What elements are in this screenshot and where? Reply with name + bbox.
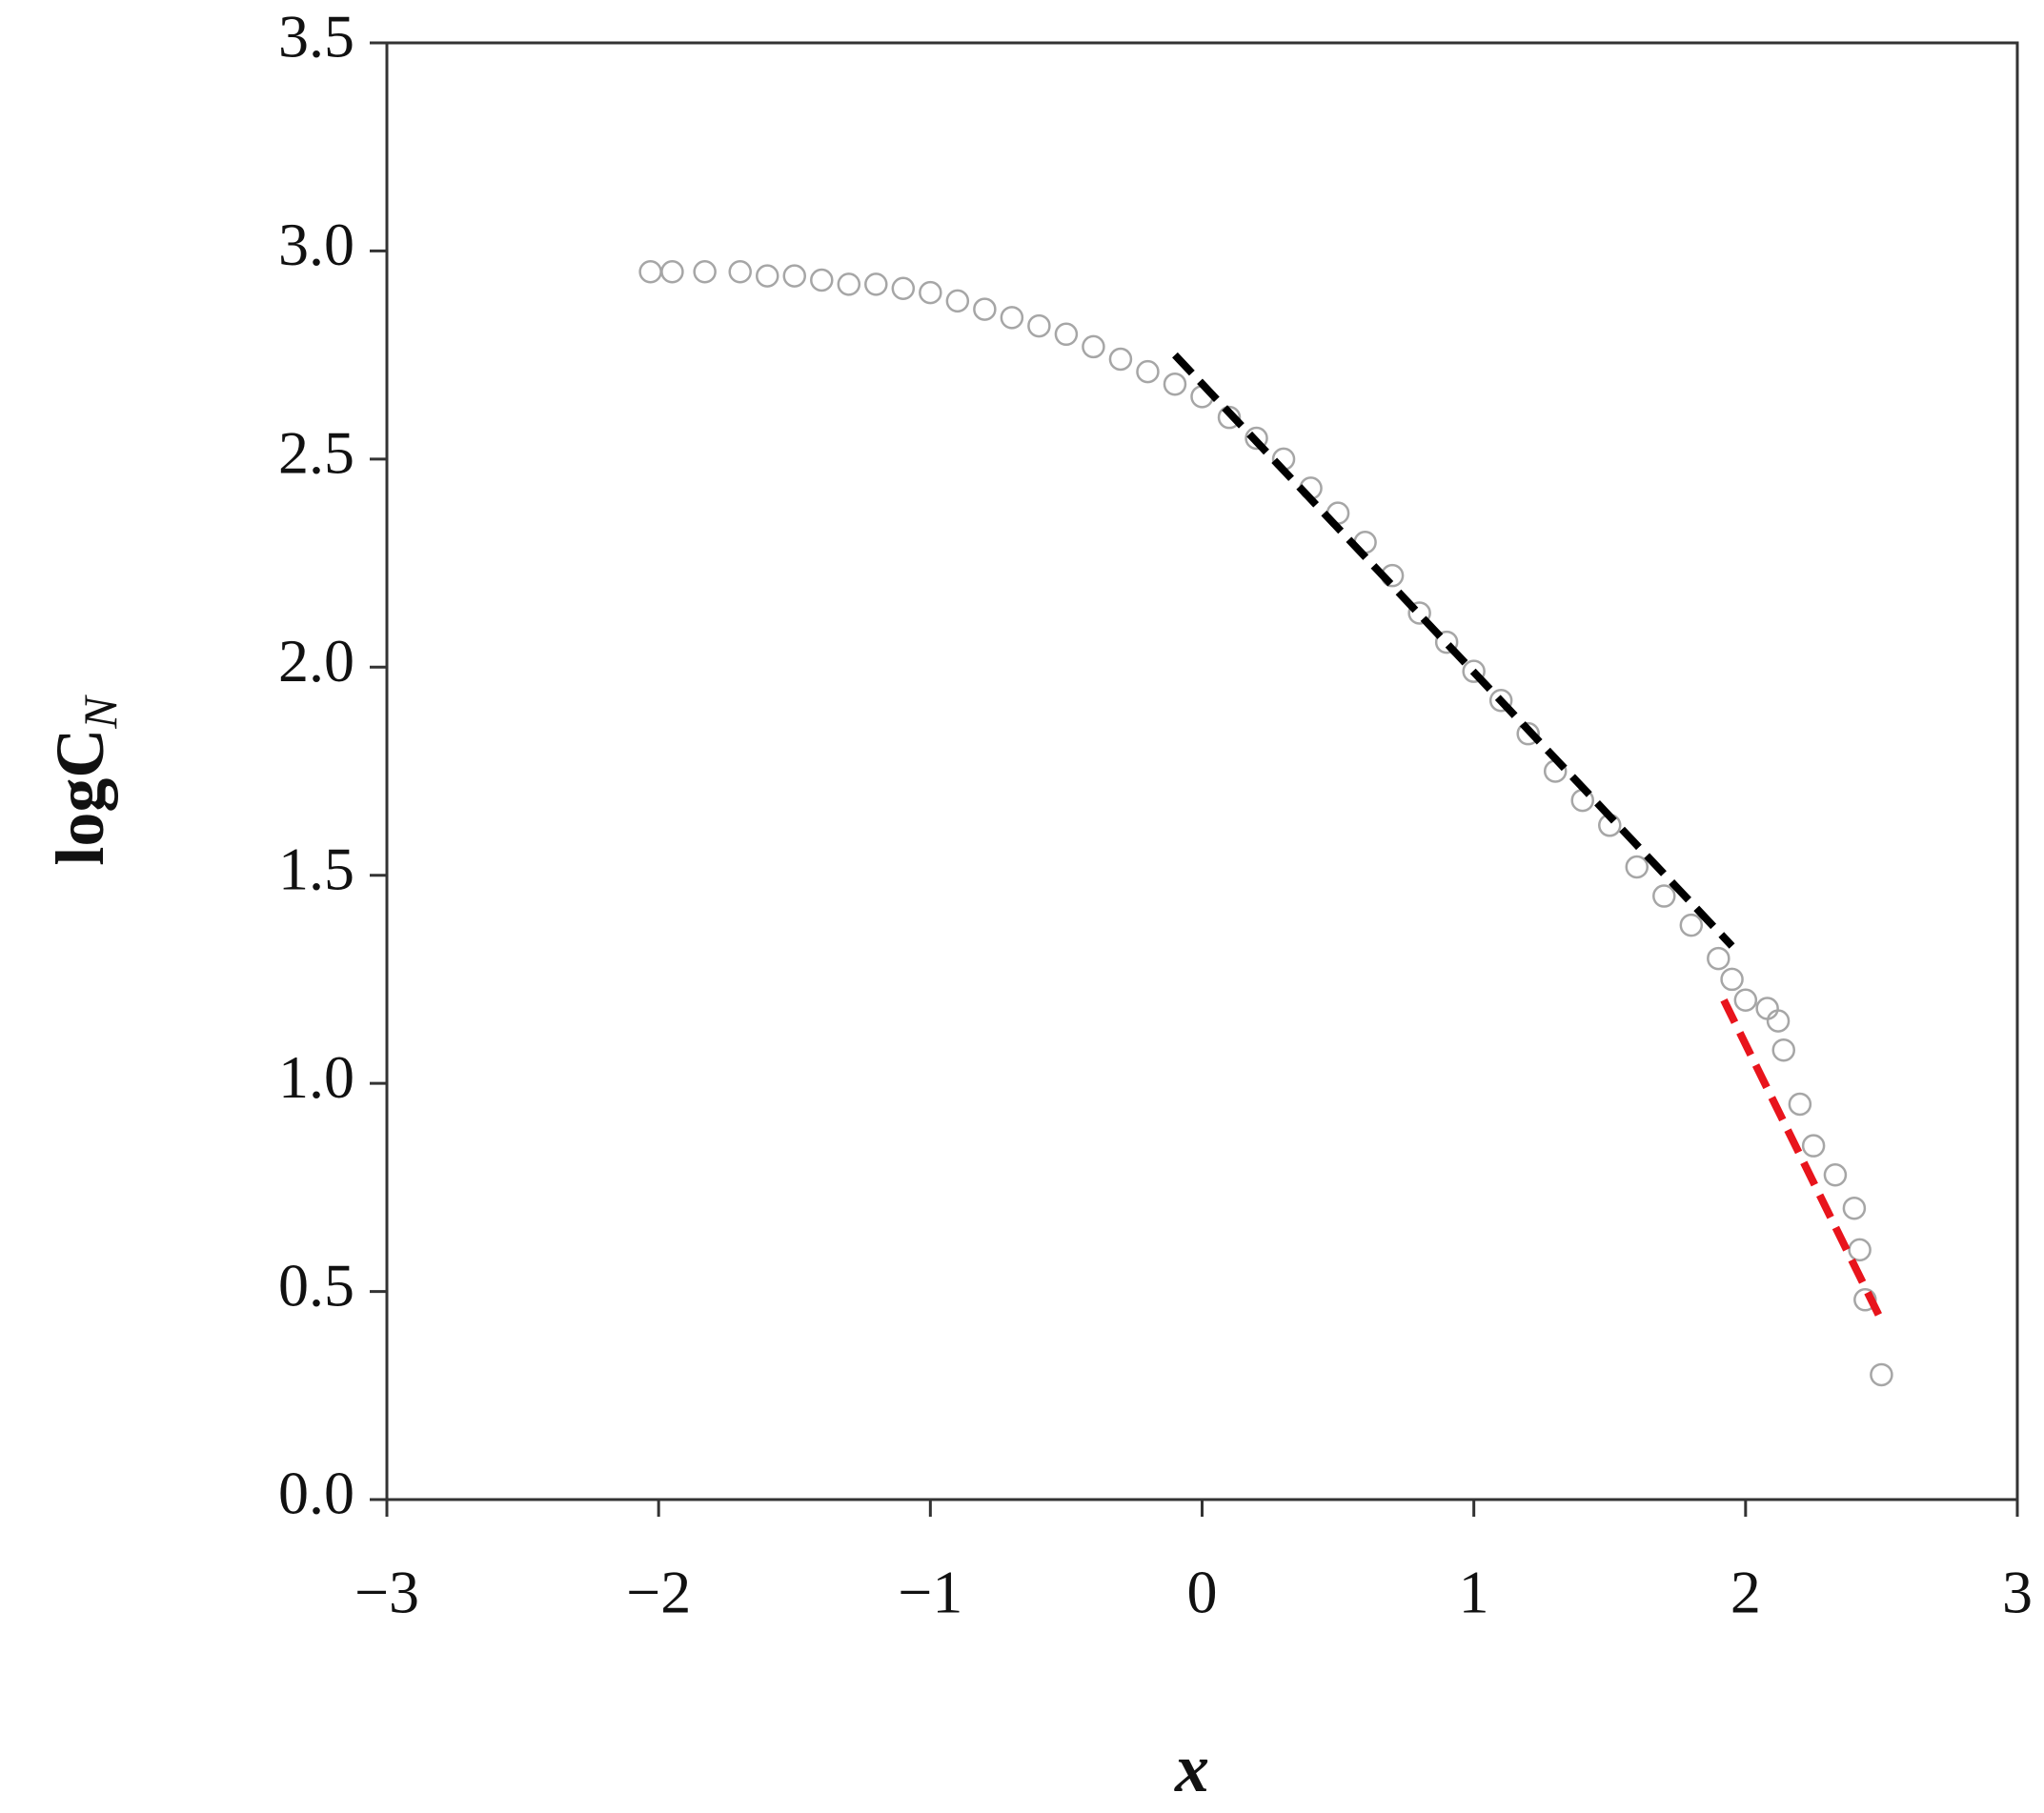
scatter-point [864, 272, 888, 296]
scatter-point [755, 264, 779, 288]
x-tick-label: 1 [1459, 1559, 1489, 1626]
fit-line [1720, 998, 1886, 1322]
scatter-point [1870, 1362, 1893, 1387]
scatter-point [919, 280, 942, 305]
scatter-point [693, 260, 717, 284]
scatter-point [1679, 913, 1704, 937]
x-tick-label: 3 [2002, 1559, 2033, 1626]
y-axis-title: logCN [42, 695, 127, 866]
scatter-point [1434, 630, 1459, 655]
scatter-point [1801, 1134, 1826, 1158]
x-tick-label: 2 [1730, 1559, 1761, 1626]
x-tick-label: −1 [898, 1559, 962, 1626]
y-tick-label: 0.0 [278, 1460, 354, 1527]
scatter-point [1842, 1196, 1867, 1220]
scatter-point [1755, 997, 1779, 1020]
x-tick-label: −2 [626, 1559, 691, 1626]
scatter-point [1488, 688, 1513, 713]
scatter-point [1027, 313, 1051, 338]
scatter-point [1516, 721, 1540, 746]
scatter-point [1625, 855, 1649, 879]
scatter-point [1788, 1092, 1812, 1117]
scatter-point [638, 260, 662, 284]
scatter-point [1163, 372, 1187, 396]
y-axis-title-subscript: N [73, 695, 127, 730]
scatter-point [728, 260, 752, 284]
scatter-point [945, 289, 970, 313]
y-tick-label: 2.0 [278, 627, 354, 695]
y-tick-label: 1.5 [278, 835, 354, 902]
scatter-point [1848, 1238, 1872, 1262]
y-tick-label: 3.0 [278, 211, 354, 278]
scatter-point [782, 264, 806, 288]
scatter-point [1054, 322, 1079, 347]
y-tick-label: 2.5 [278, 419, 354, 487]
scatter-point [1462, 659, 1486, 683]
scatter-point [1652, 884, 1676, 908]
scatter-point [1823, 1163, 1848, 1187]
fit-line [1172, 352, 1735, 949]
y-tick-label: 3.5 [278, 3, 354, 71]
plot-frame [385, 41, 2019, 1501]
x-axis-title: x [1174, 1730, 1209, 1806]
scatter-point [1766, 1009, 1791, 1033]
scatter-point [810, 268, 834, 292]
scatter-point [1771, 1037, 1796, 1062]
x-tick-label: 0 [1187, 1559, 1218, 1626]
scatter-point [1136, 359, 1160, 384]
scatter-point [1720, 967, 1744, 992]
scatter-point [1853, 1288, 1877, 1312]
scatter-point [891, 276, 916, 300]
scatter-point [1108, 347, 1133, 372]
y-tick-label: 1.0 [278, 1043, 354, 1111]
y-axis-title-main: logC [42, 729, 118, 866]
y-tick-label: 0.5 [278, 1251, 354, 1319]
x-tick-label: −3 [354, 1559, 419, 1626]
scatter-point [1407, 601, 1431, 625]
scatter-point [837, 272, 861, 296]
scatter-point [1082, 334, 1105, 359]
scatter-point [660, 260, 684, 284]
scatter-point [1733, 988, 1758, 1013]
scatter-point [973, 297, 997, 321]
scatter-point [1217, 405, 1242, 430]
scatter-point [1000, 306, 1024, 330]
scatter-point [1707, 946, 1730, 971]
scatter-point [1245, 426, 1268, 451]
